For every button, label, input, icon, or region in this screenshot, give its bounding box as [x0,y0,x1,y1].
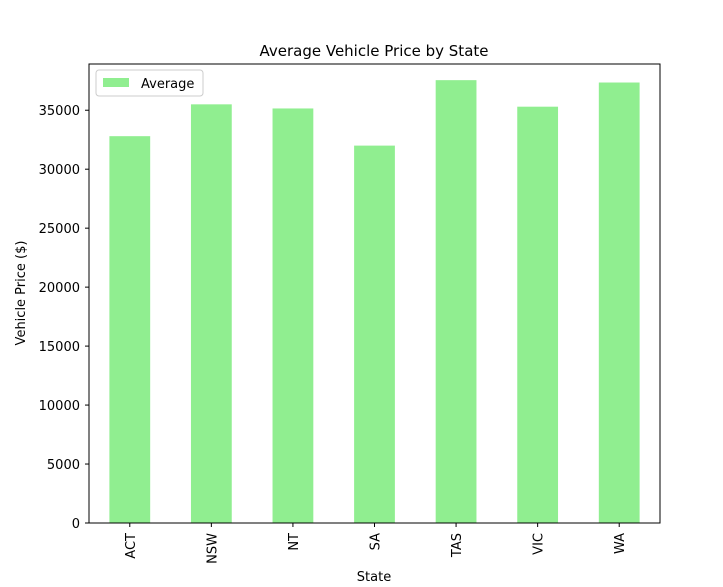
x-tick-label: VIC [532,533,547,555]
y-tick-label: 35000 [39,104,80,119]
legend-label: Average [141,77,194,92]
x-tick-label: NT [287,533,302,551]
chart-title: Average Vehicle Price by State [259,42,488,60]
x-tick-label: SA [369,533,384,550]
legend-box [95,69,204,97]
x-tick-label: NSW [205,533,220,564]
bar-nt [272,108,314,523]
y-tick-label: 5000 [47,458,80,473]
legend: Average [95,69,204,97]
plot-frame [88,63,661,524]
bar-nsw [190,104,232,524]
y-tick-label: 10000 [39,399,80,414]
bar-act [109,136,151,523]
y-tick-label: 30000 [39,163,80,178]
y-axis-ticks: 0 5000 10000 15000 20000 25000 30000 35000 [39,104,89,532]
x-axis-label: State [357,570,391,583]
x-tick-label: TAS [450,533,465,558]
bar-tas [435,80,477,524]
legend-swatch [103,78,129,87]
y-tick-label: 0 [72,517,80,532]
bars-layer [109,80,640,524]
x-tick-label: ACT [124,533,139,559]
bar-sa [354,145,395,524]
y-tick-label: 25000 [39,222,80,237]
bar-wa [598,82,640,523]
y-tick-label: 15000 [39,340,80,355]
y-axis-label: Vehicle Price ($) [14,241,29,346]
y-tick-label: 20000 [39,281,80,296]
x-axis-ticks: ACT NSW NT SA TAS VIC WA [124,523,628,564]
x-tick-label: WA [613,533,628,554]
bar-vic [517,106,559,523]
